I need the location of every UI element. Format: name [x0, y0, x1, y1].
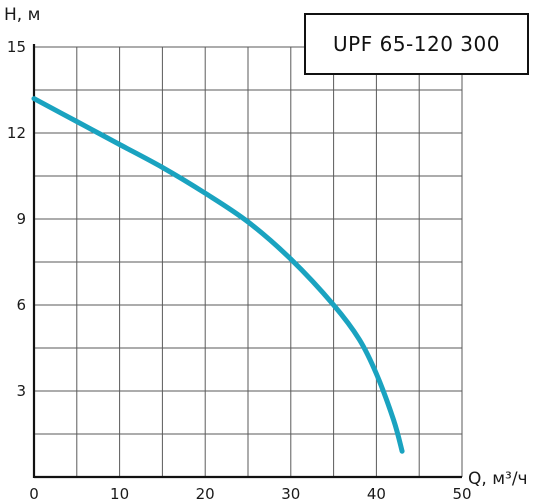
x-tick-label: 30	[281, 485, 300, 503]
x-tick-label: 10	[110, 485, 129, 503]
y-tick-label: 3	[16, 382, 26, 400]
axes	[32, 44, 462, 479]
y-tick-label: 6	[16, 296, 26, 314]
x-tick-label: 40	[367, 485, 386, 503]
x-tick-label: 20	[196, 485, 215, 503]
series-line	[31, 96, 405, 454]
x-tick-labels: 0 10 20 30 40 50	[29, 485, 471, 503]
grid	[34, 46, 463, 477]
y-tick-label: 12	[7, 124, 26, 142]
y-tick-labels: 3 6 9 12 15	[7, 38, 26, 400]
chart-title: UPF 65-120 300	[333, 32, 500, 56]
x-axis-label: Q, м³/ч	[468, 469, 528, 489]
title-box: UPF 65-120 300	[304, 13, 529, 75]
x-tick-label: 50	[452, 485, 471, 503]
x-tick-label: 0	[29, 485, 39, 503]
y-tick-label: 15	[7, 38, 26, 56]
y-tick-label: 9	[16, 210, 26, 228]
y-axis-label: H, м	[4, 5, 40, 25]
series-group	[31, 96, 405, 454]
